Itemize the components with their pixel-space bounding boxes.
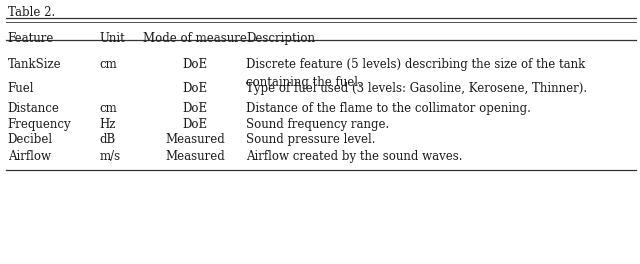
Text: Distance: Distance <box>8 102 60 115</box>
Text: Measured: Measured <box>165 133 225 146</box>
Text: Description: Description <box>246 32 316 45</box>
Text: DoE: DoE <box>182 82 208 95</box>
Text: DoE: DoE <box>182 58 208 71</box>
Text: Sound frequency range.: Sound frequency range. <box>246 118 390 131</box>
Text: Hz: Hz <box>99 118 116 131</box>
Text: DoE: DoE <box>182 102 208 115</box>
Text: Sound pressure level.: Sound pressure level. <box>246 133 376 146</box>
Text: cm: cm <box>99 102 117 115</box>
Text: TankSize: TankSize <box>8 58 61 71</box>
Text: Feature: Feature <box>8 32 54 45</box>
Text: Airflow: Airflow <box>8 150 51 163</box>
Text: Frequency: Frequency <box>8 118 71 131</box>
Text: Fuel: Fuel <box>8 82 34 95</box>
Text: dB: dB <box>99 133 115 146</box>
Text: Decibel: Decibel <box>8 133 53 146</box>
Text: Measured: Measured <box>165 150 225 163</box>
Text: Airflow created by the sound waves.: Airflow created by the sound waves. <box>246 150 463 163</box>
Text: cm: cm <box>99 58 117 71</box>
Text: DoE: DoE <box>182 118 208 131</box>
Text: Table 2.: Table 2. <box>8 6 55 19</box>
Text: Unit: Unit <box>99 32 125 45</box>
Text: Mode of measure: Mode of measure <box>143 32 247 45</box>
Text: Distance of the flame to the collimator opening.: Distance of the flame to the collimator … <box>246 102 531 115</box>
Text: m/s: m/s <box>99 150 120 163</box>
Text: Type of fuel used (3 levels: Gasoline, Kerosene, Thinner).: Type of fuel used (3 levels: Gasoline, K… <box>246 82 588 95</box>
Text: Discrete feature (5 levels) describing the size of the tank
containing the fuel.: Discrete feature (5 levels) describing t… <box>246 58 586 89</box>
